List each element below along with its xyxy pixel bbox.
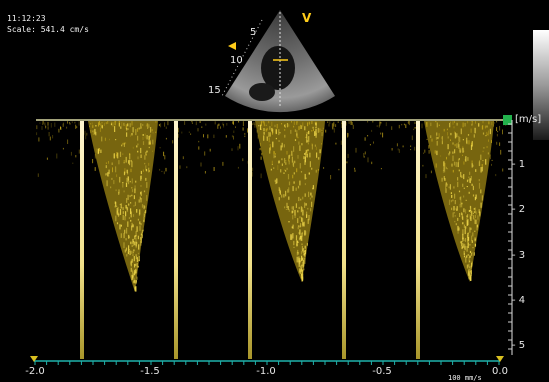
clock-time: 11:12:23 [7, 14, 46, 23]
valve-click-5 [416, 121, 420, 359]
baseline-handle [503, 115, 512, 125]
velocity-label-3: - 3 [512, 250, 526, 261]
valve-click-2 [174, 121, 178, 359]
cardiac-chamber [261, 46, 295, 90]
scale-readout: Scale: 541.4 cm/s [7, 25, 89, 34]
valve-click-artifacts [80, 121, 420, 359]
time-label-0: -2.0 [25, 366, 45, 377]
time-label-1: -1.5 [140, 366, 160, 377]
timeline-start-marker [30, 356, 38, 362]
time-label-4: 0.0 [492, 366, 508, 377]
cardiac-chamber-lower [249, 83, 275, 101]
velocity-label-4: - 4 [512, 295, 526, 306]
valve-click-4 [342, 121, 346, 359]
valve-click-3 [248, 121, 252, 359]
sweep-speed-label: 100 mm/s [448, 374, 482, 382]
velocity-label-1: - 1 [512, 159, 526, 170]
velocity-unit-label: [m/s] [515, 114, 542, 125]
valve-click-1 [80, 121, 84, 359]
velocity-ticks [508, 123, 512, 350]
velocity-envelope-2 [255, 121, 325, 282]
depth-label-5: 5 [250, 27, 257, 38]
velocity-envelopes [88, 121, 494, 292]
time-label-2: -1.0 [256, 366, 276, 377]
grayscale-bar [533, 30, 549, 140]
time-label-3: -0.5 [372, 366, 392, 377]
velocity-label-5: - 5 [512, 340, 526, 351]
orientation-marker [228, 42, 236, 50]
velocity-envelope-1 [88, 121, 158, 292]
sector-marker-v: V [302, 11, 312, 25]
depth-label-10: 10 [230, 55, 243, 66]
velocity-label-2: - 2 [512, 204, 526, 215]
timeline-end-marker [496, 356, 504, 362]
velocity-envelope-3 [424, 121, 494, 282]
depth-label-15: 15 [208, 85, 221, 96]
time-ticks [34, 361, 500, 365]
